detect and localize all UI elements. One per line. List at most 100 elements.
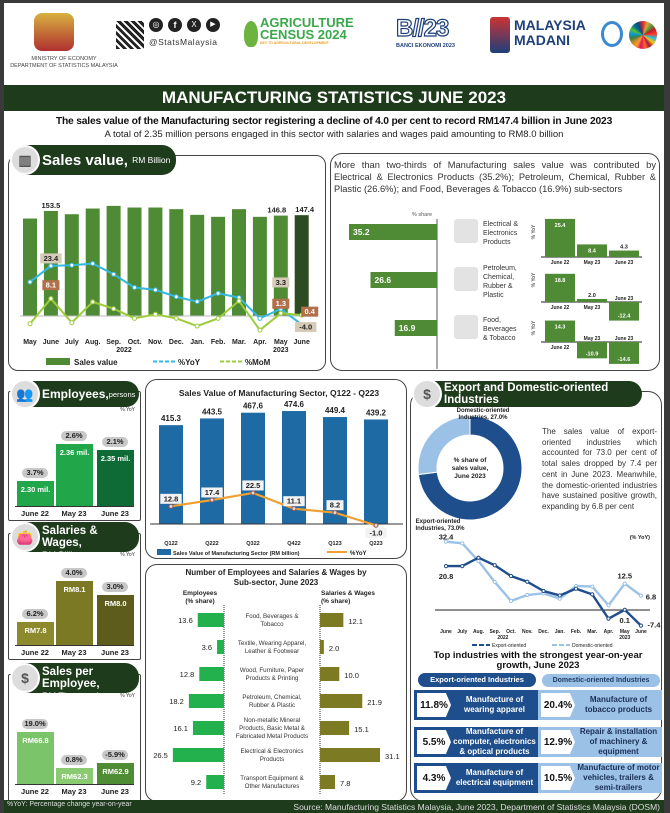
- mom-label: 1.3: [276, 299, 286, 308]
- share-value: 35.2: [353, 227, 370, 237]
- share-bar: [370, 272, 437, 288]
- share-value: 26.6: [375, 275, 392, 285]
- growth-percent: 5.5%: [417, 730, 451, 754]
- category-label: June 22: [21, 509, 49, 518]
- legend-sales: Sales value: [74, 358, 118, 367]
- industry-name: Manufacture of wearing apparel: [464, 695, 525, 714]
- point-pct-mom: [132, 315, 137, 321]
- mini-category: June 22: [551, 345, 570, 351]
- mini-yoy-bar: [577, 244, 607, 257]
- yoy-badge: 2.6%: [61, 431, 87, 441]
- legend-line: %YoY: [350, 551, 367, 557]
- line-pct-mom: [29, 297, 302, 332]
- yoy-badge: 4.0%: [61, 568, 87, 578]
- headline: The sales value of the Manufacturing sec…: [55, 116, 613, 127]
- infographic-page: MINISTRY OF ECONOMY DEPARTMENT OF STATIST…: [4, 3, 664, 813]
- domestic-point: [508, 598, 514, 604]
- mini-yoy-bar: [609, 342, 639, 364]
- money-hand-icon: $: [412, 379, 442, 409]
- month-tick: Sep.: [106, 339, 121, 346]
- bar-sales_per_employee: RM62.9: [97, 763, 134, 785]
- quarterly-value: 415.3: [161, 414, 182, 423]
- month-tick: June: [43, 339, 59, 346]
- page-title: MANUFACTURING STATISTICS JUNE 2023: [4, 85, 664, 111]
- youtube-icon[interactable]: ▶: [206, 18, 220, 32]
- point-pct-yoy: [48, 263, 54, 269]
- export-domestic-header: $ Export and Domestic-oriented Industries: [412, 379, 642, 409]
- bar-sales_per_employee: RM66.8: [17, 732, 54, 785]
- ministry-line: MINISTRY OF ECONOMY: [31, 56, 97, 62]
- quarterly-value: 439.2: [366, 408, 387, 417]
- export-point: [460, 564, 465, 569]
- month-tick: Dec.: [538, 629, 549, 635]
- spe-unit: RM Thousand: [42, 691, 99, 701]
- sales-bar: [169, 209, 184, 316]
- subsector-name: Electronics: [483, 230, 518, 237]
- footer: %YoY: Percentage change year-on-year Sou…: [4, 800, 664, 813]
- bar-employees: 2.35 mil.: [97, 450, 134, 507]
- category-label: May 23: [61, 787, 87, 796]
- salary-share-bar: [320, 613, 344, 627]
- yoy-axis-label: % YoY: [531, 320, 537, 335]
- employees-title: Employees,: [42, 387, 109, 401]
- point-pct-mom: [111, 306, 117, 312]
- domestic-point: [525, 592, 530, 598]
- export-industry-row: 4.3% Manufacture of electrical equipment: [414, 763, 538, 793]
- mom-label: 0.4: [304, 307, 315, 316]
- instagram-icon[interactable]: ◎: [149, 18, 163, 32]
- yoy-value-box: [242, 480, 264, 491]
- mini-category: June 23: [615, 296, 634, 302]
- month-tick: Feb.: [571, 629, 582, 635]
- spe-title: Sales per Employee,: [42, 666, 100, 690]
- yoy-axis-label: % YoY: [531, 224, 537, 239]
- yoy-label-box: [272, 277, 290, 288]
- yoy-badge: 2.1%: [102, 437, 128, 448]
- yoy-note: % YoY: [120, 693, 135, 699]
- x-icon[interactable]: X: [187, 18, 201, 32]
- point-pct-yoy: [90, 261, 96, 267]
- subsector-name: Food,: [483, 317, 501, 324]
- year-tick: 2023: [619, 635, 630, 641]
- employee-share-value: 3.6: [202, 643, 212, 652]
- salary-share-value: 10.0: [344, 671, 359, 680]
- mini-yoy-value: 4.3: [620, 245, 628, 251]
- export-industry-row: 11.8% Manufacture of wearing apparel: [414, 690, 538, 720]
- month-tick: June: [635, 629, 647, 635]
- point-pct-mom: [173, 315, 179, 321]
- subsector-label: Electrical & Electronics: [241, 748, 304, 755]
- yoy-value: -1.0: [370, 528, 383, 537]
- sales-bar: [294, 215, 309, 316]
- category-label: June 23: [101, 648, 129, 657]
- facebook-icon[interactable]: f: [168, 18, 182, 32]
- export-point: [557, 593, 562, 598]
- sales-value-label: 147.4: [295, 205, 315, 214]
- mini-yoy-value: 14.3: [555, 325, 566, 331]
- salaries-chart: % YoY RM7.8 6.2% June 22 RM8.1 4.0% May 23 RM8.…: [8, 552, 141, 660]
- es-title-line2: Sub-sector, June 2023: [234, 578, 319, 587]
- salaries-unit: RM Billion: [42, 550, 83, 560]
- share-axis-label: % share: [412, 212, 432, 218]
- yoy-point: [168, 503, 174, 509]
- quarterly-value: 443.5: [202, 407, 223, 416]
- employee-share-bar: [192, 721, 224, 735]
- mini-category: June 23: [615, 336, 634, 342]
- legend-domestic: Domestic-oriented: [572, 643, 613, 649]
- subsector-label: Petroleum, Chemical,: [242, 694, 301, 701]
- quarterly-bar: [200, 418, 224, 524]
- point-pct-mom: [48, 296, 54, 302]
- legend-swatch-bar: [157, 549, 171, 555]
- sales-bar: [23, 218, 37, 316]
- yoy-point: [373, 522, 379, 528]
- yoy-badge: 0.8%: [61, 755, 87, 765]
- banci-logo: B//23: [395, 14, 450, 42]
- year-tick: 2022: [497, 635, 508, 641]
- domestic-point: [638, 593, 644, 598]
- bar-salaries: RM8.1: [56, 581, 93, 646]
- industry-name: Repair & installation of machinery & equ…: [579, 727, 658, 756]
- growth-percent: 4.3%: [417, 766, 451, 790]
- export-point: [541, 588, 546, 594]
- year-tick: 2022: [116, 347, 132, 354]
- growth-percent: 12.9%: [541, 730, 575, 754]
- mini-yoy-value: 25.4: [555, 223, 567, 229]
- point-pct-yoy: [69, 262, 75, 268]
